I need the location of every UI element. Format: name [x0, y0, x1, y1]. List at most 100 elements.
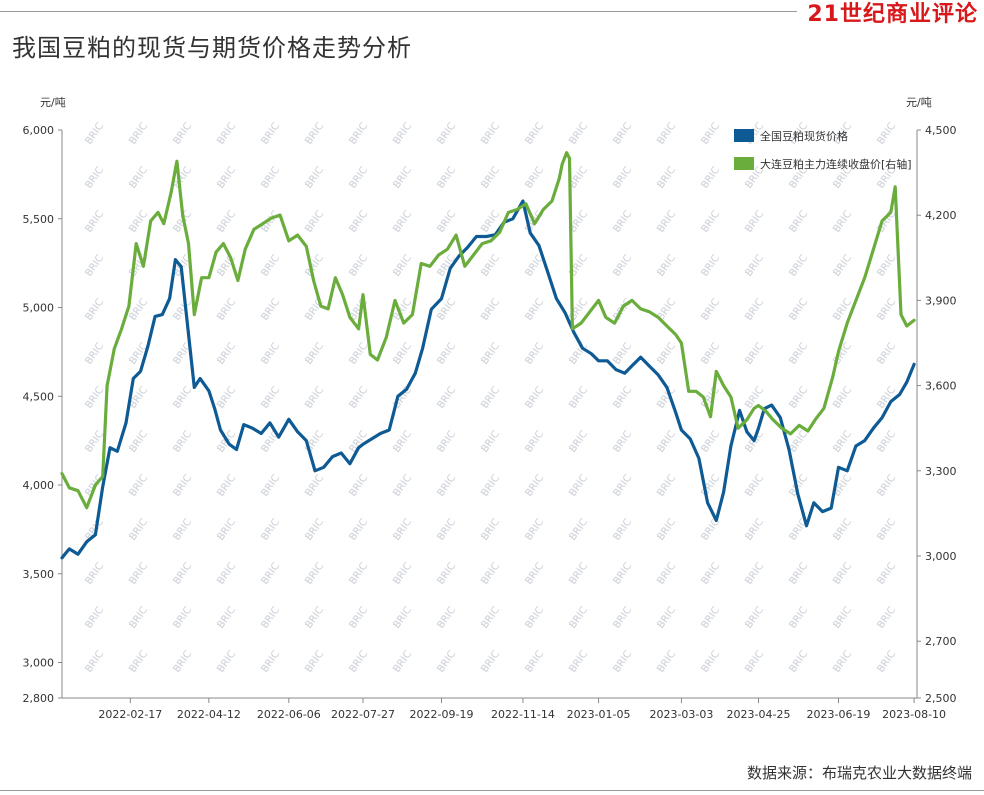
watermark-mark: BRIC: [479, 121, 502, 147]
watermark-mark: BRIC: [611, 253, 634, 279]
chart: BRIC BRIC BRIC BRIC BRIC BRIC BRIC BRIC BRIC BRIC…: [23, 96, 957, 721]
series-line-spot: [60, 199, 916, 560]
watermark-mark: BRIC: [479, 165, 502, 191]
x-tick-label: 2022-04-12: [177, 708, 241, 721]
right-tick-label: 3,600: [925, 380, 957, 393]
watermark-mark: BRIC: [831, 561, 854, 587]
left-axis-unit: 元/吨: [40, 96, 66, 109]
watermark-mark: BRIC: [611, 165, 634, 191]
watermark-mark: BRIC: [523, 649, 546, 675]
watermark-mark: BRIC: [611, 385, 634, 411]
right-tick-label: 3,000: [925, 550, 957, 563]
watermark-mark: BRIC: [875, 517, 898, 543]
watermark-mark: BRIC: [523, 517, 546, 543]
watermark-mark: BRIC: [83, 121, 106, 147]
watermark-mark: BRIC: [215, 517, 238, 543]
watermark-mark: BRIC: [655, 649, 678, 675]
watermark-mark: BRIC: [743, 297, 766, 323]
watermark-mark: BRIC: [347, 341, 370, 367]
watermark-mark: BRIC: [655, 605, 678, 631]
watermark-mark: BRIC: [875, 473, 898, 499]
watermark-mark: BRIC: [611, 341, 634, 367]
x-tick-label: 2022-11-14: [491, 708, 555, 721]
watermark-mark: BRIC: [831, 253, 854, 279]
watermark-mark: BRIC: [611, 649, 634, 675]
legend-swatch-futures: [734, 157, 754, 170]
watermark-mark: BRIC: [83, 297, 106, 323]
watermark-mark: BRIC: [83, 385, 106, 411]
watermark-mark: BRIC: [215, 473, 238, 499]
watermark-mark: BRIC: [567, 649, 590, 675]
watermark-mark: BRIC: [347, 473, 370, 499]
bottom-divider: [0, 790, 984, 791]
watermark-mark: BRIC: [787, 561, 810, 587]
right-axis-unit: 元/吨: [906, 96, 932, 109]
watermark-mark: BRIC: [479, 297, 502, 323]
watermark-mark: BRIC: [435, 517, 458, 543]
legend-label-futures: 大连豆粕主力连续收盘价[右轴]: [760, 157, 912, 171]
watermark-mark: BRIC: [347, 121, 370, 147]
watermark-mark: BRIC: [127, 517, 150, 543]
watermark-mark: BRIC: [875, 341, 898, 367]
watermark-mark: BRIC: [215, 561, 238, 587]
legend-label-spot: 全国豆粕现货价格: [760, 129, 848, 143]
watermark-mark: BRIC: [831, 605, 854, 631]
watermark-mark: BRIC: [83, 165, 106, 191]
watermark-mark: BRIC: [699, 429, 722, 455]
watermark-mark: BRIC: [303, 121, 326, 147]
page-title: 我国豆粕的现货与期货价格走势分析: [12, 34, 412, 62]
watermark-mark: BRIC: [435, 473, 458, 499]
watermark-mark: BRIC: [83, 649, 106, 675]
watermark-mark: BRIC: [699, 297, 722, 323]
right-tick-label: 3,900: [925, 294, 957, 307]
watermark-mark: BRIC: [611, 561, 634, 587]
watermark-mark: BRIC: [479, 517, 502, 543]
left-tick-label: 3,000: [23, 657, 55, 670]
watermark-mark: BRIC: [259, 473, 282, 499]
watermark-mark: BRIC: [171, 297, 194, 323]
watermark-mark: BRIC: [303, 253, 326, 279]
watermark-mark: BRIC: [699, 165, 722, 191]
watermark-mark: BRIC: [699, 561, 722, 587]
watermark-mark: BRIC: [391, 429, 414, 455]
watermark-mark: BRIC: [83, 253, 106, 279]
watermark-mark: BRIC: [523, 165, 546, 191]
watermark-mark: BRIC: [875, 253, 898, 279]
watermark-mark: BRIC: [699, 253, 722, 279]
watermark-mark: BRIC: [787, 605, 810, 631]
watermark-mark: BRIC: [523, 385, 546, 411]
right-tick-label: 4,200: [925, 209, 957, 222]
watermark-mark: BRIC: [435, 165, 458, 191]
x-tick-label: 2022-02-17: [98, 708, 162, 721]
watermark-mark: BRIC: [479, 429, 502, 455]
left-tick-label: 5,500: [23, 213, 55, 226]
left-tick-label: 4,000: [23, 479, 55, 492]
watermark-mark: BRIC: [479, 385, 502, 411]
watermark-mark: BRIC: [787, 209, 810, 235]
watermark-mark: BRIC: [743, 605, 766, 631]
x-tick-label: 2023-04-25: [727, 708, 791, 721]
watermark-mark: BRIC: [479, 473, 502, 499]
watermark-mark: BRIC: [699, 605, 722, 631]
watermark-mark: BRIC: [435, 121, 458, 147]
x-tick-label: 2023-01-05: [567, 708, 631, 721]
watermark-mark: BRIC: [303, 341, 326, 367]
watermark-mark: BRIC: [435, 649, 458, 675]
watermark-mark: BRIC: [303, 561, 326, 587]
watermark-mark: BRIC: [171, 385, 194, 411]
watermark-mark: BRIC: [699, 121, 722, 147]
watermark-mark: BRIC: [391, 649, 414, 675]
watermark-mark: BRIC: [391, 121, 414, 147]
x-axis-ticks: 2022-02-17 2022-04-12 2022-06-06 2022-07-27…: [98, 698, 946, 721]
watermark-mark: BRIC: [611, 429, 634, 455]
watermark-mark: BRIC: [303, 385, 326, 411]
watermark-mark: BRIC: [655, 121, 678, 147]
watermark-mark: BRIC: [743, 473, 766, 499]
watermark-mark: BRIC: [303, 605, 326, 631]
watermark-mark: BRIC: [83, 605, 106, 631]
brand-logo: 21世纪商业评论: [797, 0, 978, 28]
watermark-mark: BRIC: [787, 385, 810, 411]
watermark-mark: BRIC: [743, 649, 766, 675]
watermark-mark: BRIC: [743, 561, 766, 587]
watermark-mark: BRIC: [523, 121, 546, 147]
